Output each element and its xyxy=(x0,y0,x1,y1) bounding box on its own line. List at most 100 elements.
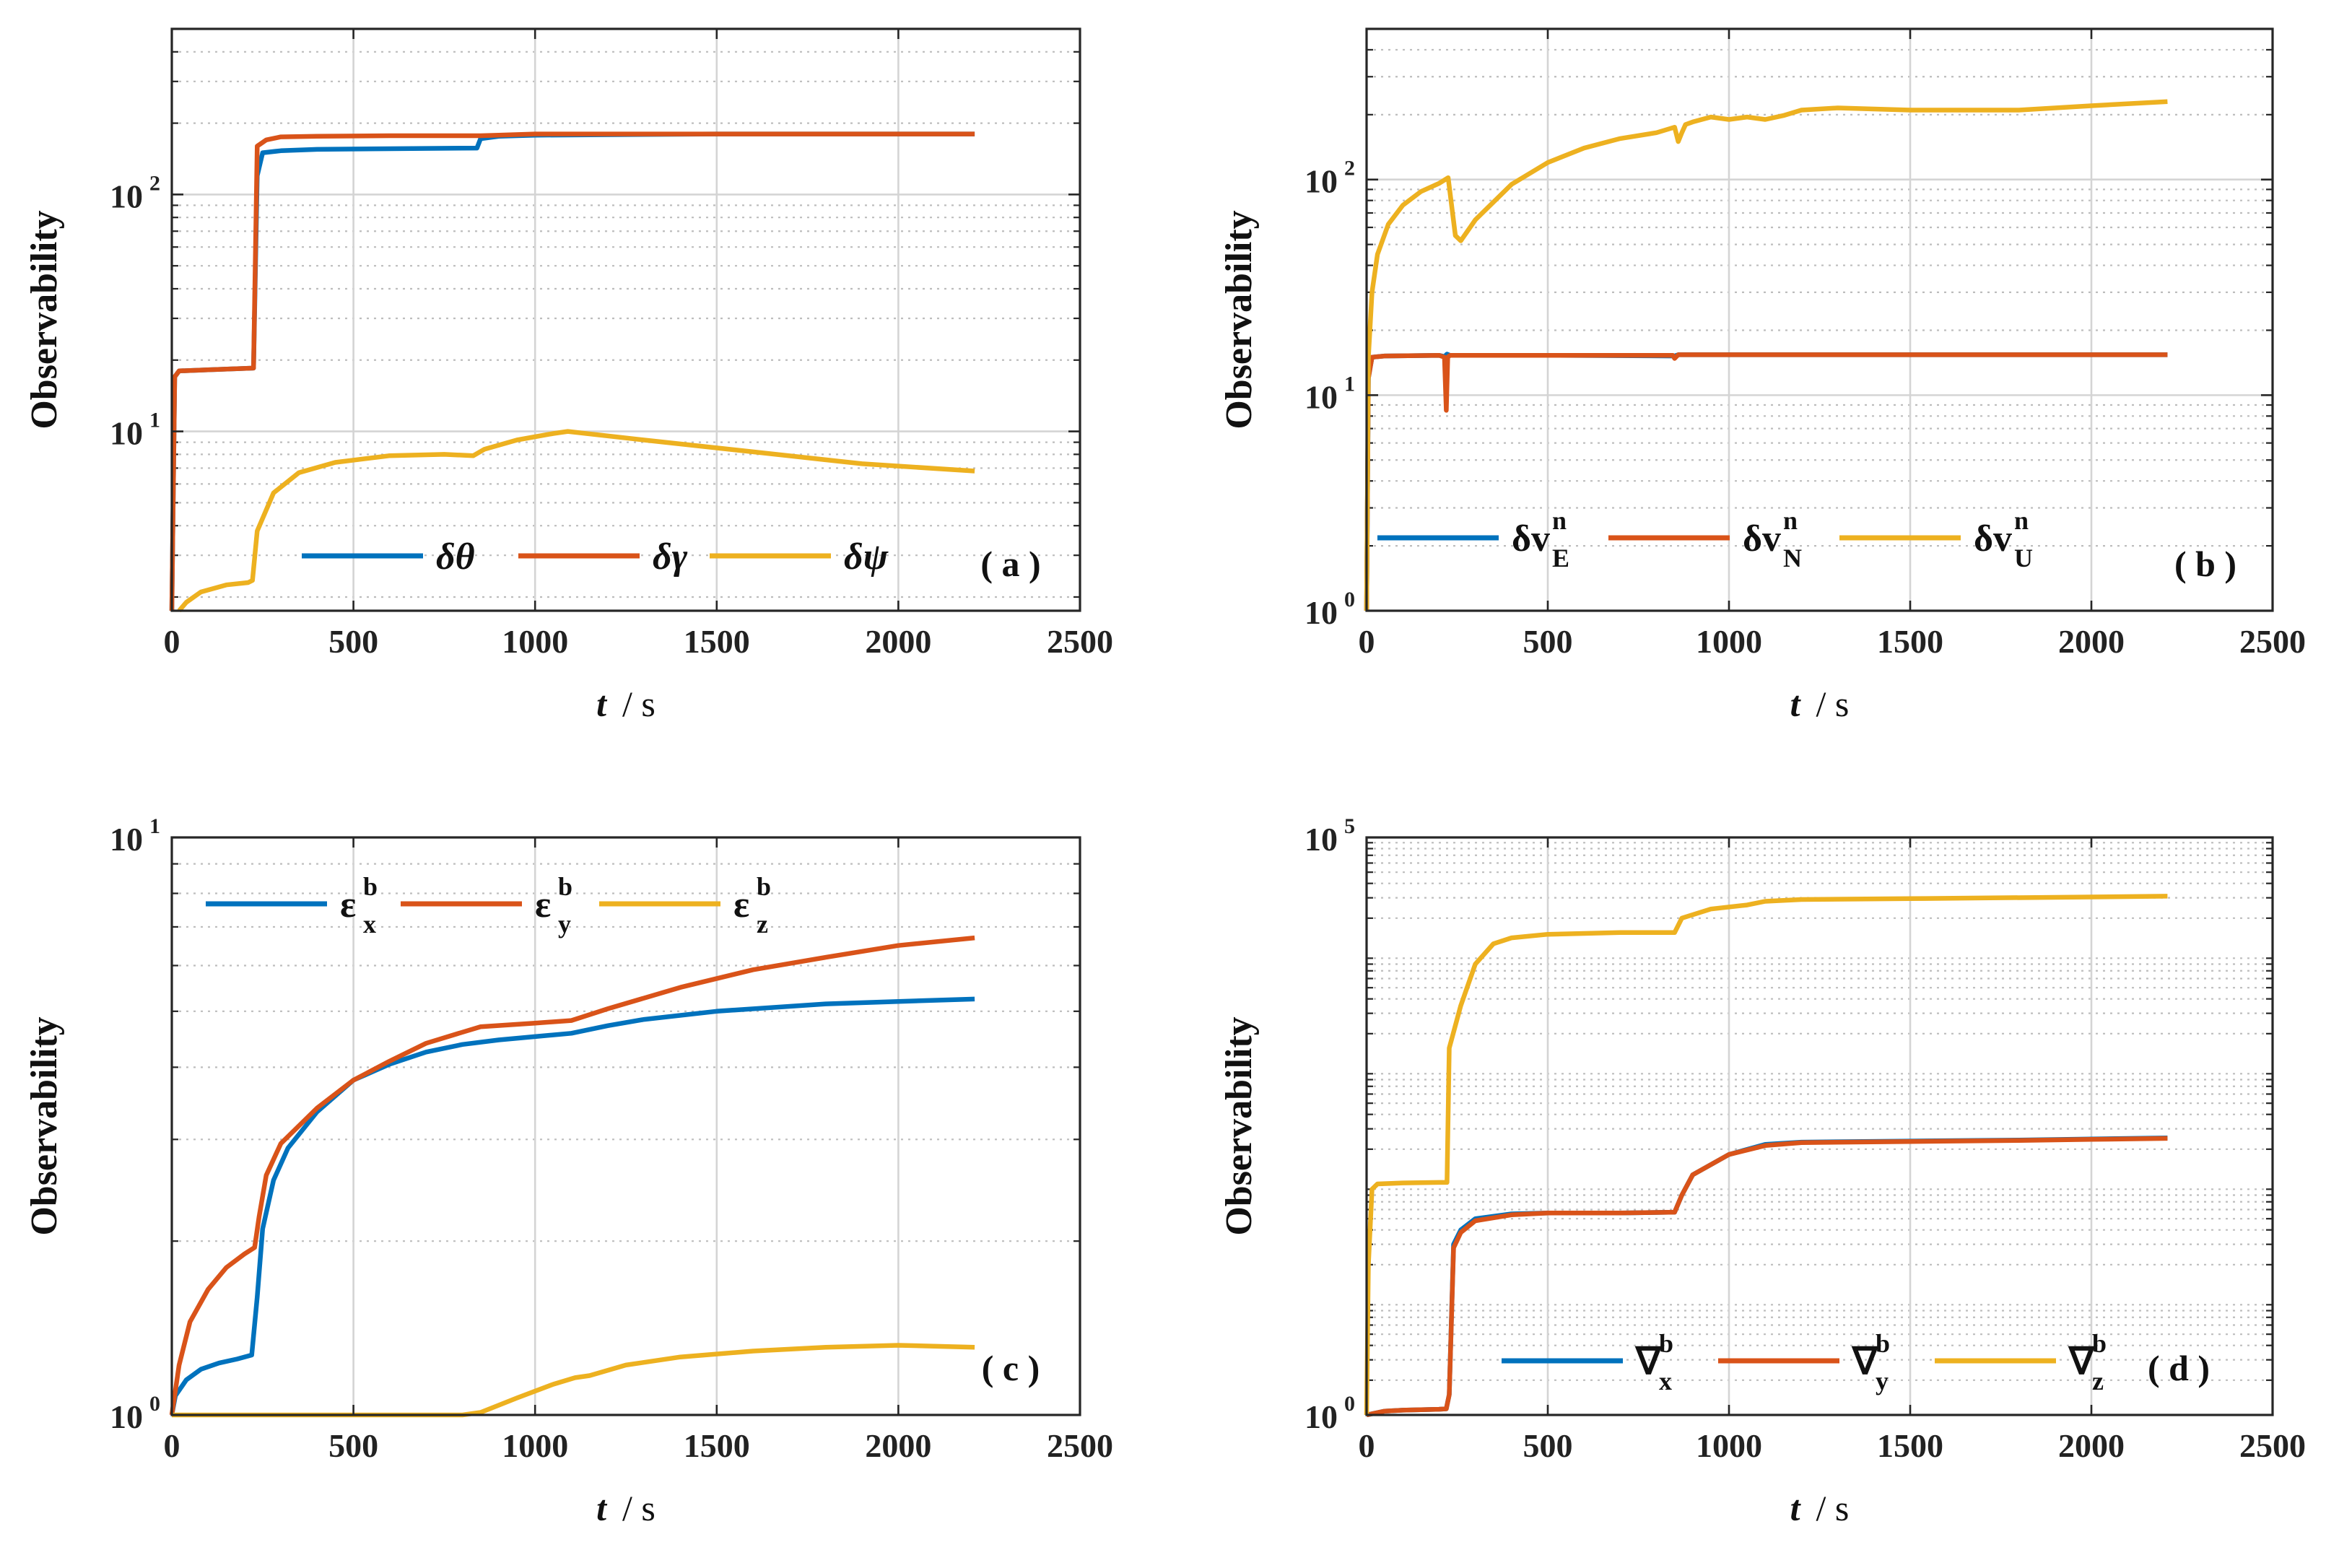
panel-label-d: ( d ) xyxy=(2148,1348,2210,1388)
x-tick-label: 2000 xyxy=(2058,1427,2125,1464)
y-tick-exponent: 5 xyxy=(1344,814,1355,838)
series-group-b xyxy=(1364,99,2168,611)
legend-subscript: z xyxy=(757,910,768,938)
x-axis-label: t / s xyxy=(1790,1488,1850,1528)
legend-entry: δv nU xyxy=(1839,506,2033,572)
legend-entry: δγ xyxy=(518,536,688,578)
x-tick-label: 2000 xyxy=(865,623,931,660)
axes-box-b xyxy=(1365,27,2274,612)
x-axis-unit: / s xyxy=(622,1488,655,1528)
series-line-a-3 xyxy=(177,429,975,613)
legend-superscript: b xyxy=(1659,1329,1673,1358)
x-tick-label: 0 xyxy=(164,1427,180,1464)
x-tick-label: 2500 xyxy=(1047,1427,1113,1464)
legend-label: δv xyxy=(1512,518,1550,559)
y-tick-exponent: 1 xyxy=(1344,372,1355,396)
legend-label: δγ xyxy=(653,536,688,578)
x-tick-label: 0 xyxy=(164,623,180,660)
x-axis-unit: / s xyxy=(622,684,655,724)
y-tick-label: 10 xyxy=(1304,163,1338,200)
y-tick-exponent: 1 xyxy=(149,814,160,838)
axes-box-d xyxy=(1365,836,2274,1416)
legend-entry: δv nN xyxy=(1608,506,1802,572)
plot-area-c xyxy=(172,837,1080,1415)
x-tick-label: 1500 xyxy=(684,623,750,660)
x-tick-label: 0 xyxy=(1359,623,1375,660)
legend-label: δψ xyxy=(844,536,889,578)
legend-superscript: n xyxy=(2014,506,2029,535)
y-axis-label: Observability xyxy=(1219,1016,1260,1235)
legend-superscript: b xyxy=(2092,1329,2107,1358)
plot-area-d xyxy=(1367,837,2273,1415)
legend-superscript: b xyxy=(1876,1329,1890,1358)
legend-entry: ε bz xyxy=(599,872,771,938)
y-tick-exponent: 0 xyxy=(1344,588,1355,611)
x-axis-variable: t xyxy=(596,684,608,724)
series-line-b-3 xyxy=(1364,99,2168,611)
x-axis-a: 0 500 1000 1500 2000 2500 xyxy=(164,29,1113,660)
legend-label: ε xyxy=(733,884,749,925)
legend-entry: ε bx xyxy=(206,872,378,938)
major-grid-a xyxy=(172,29,1080,611)
y-tick-label: 10 xyxy=(1304,821,1338,858)
series-group-a xyxy=(169,131,975,613)
y-axis-label: Observability xyxy=(1219,210,1260,429)
legend-b: δv nE δv nN δv nU xyxy=(1377,506,2033,572)
y-axis-label: Observability xyxy=(24,210,65,429)
x-axis-variable: t xyxy=(596,1488,608,1528)
x-axis-label: t / s xyxy=(596,1488,655,1528)
legend-subscript: y xyxy=(1876,1367,1889,1395)
legend-subscript: x xyxy=(1659,1367,1672,1395)
x-tick-label: 500 xyxy=(1523,623,1573,660)
legend-label: δv xyxy=(1743,518,1781,559)
x-tick-label: 1500 xyxy=(684,1427,750,1464)
x-tick-label: 2000 xyxy=(865,1427,931,1464)
plot-area-a xyxy=(172,29,1080,611)
legend-subscript: N xyxy=(1783,544,1802,572)
x-tick-label: 1500 xyxy=(1877,1427,1943,1464)
plot-area-b xyxy=(1367,29,2273,611)
x-axis-label: t / s xyxy=(1790,684,1850,724)
series-line-b-2 xyxy=(1364,352,2168,611)
y-tick-label: 10 xyxy=(110,178,143,214)
axes-box-a xyxy=(170,27,1081,612)
legend-label: ε xyxy=(535,884,551,925)
x-tick-label: 2500 xyxy=(2239,1427,2306,1464)
y-tick-label: 10 xyxy=(1304,1398,1338,1435)
legend-label: ∇ xyxy=(1851,1341,1879,1382)
x-tick-label: 1500 xyxy=(1877,623,1943,660)
panel-label-c: ( c ) xyxy=(982,1348,1040,1388)
x-tick-label: 500 xyxy=(328,1427,378,1464)
legend-entry: ∇bx xyxy=(1502,1329,1673,1395)
series-line-d-3 xyxy=(1364,894,2168,1416)
x-tick-label: 1000 xyxy=(502,623,568,660)
x-tick-label: 0 xyxy=(1359,1427,1375,1464)
y-axis-d: 10 010 5 xyxy=(1304,814,2273,1435)
legend-label: ∇ xyxy=(2068,1341,2096,1382)
y-tick-exponent: 2 xyxy=(149,171,160,195)
x-tick-label: 500 xyxy=(1523,1427,1573,1464)
legend-subscript: z xyxy=(2092,1367,2104,1395)
y-tick-label: 10 xyxy=(1304,594,1338,631)
x-axis-label: t / s xyxy=(596,684,655,724)
series-group-d xyxy=(1364,894,2168,1418)
legend-subscript: x xyxy=(363,910,376,938)
y-tick-exponent: 0 xyxy=(1344,1392,1355,1416)
x-axis-unit: / s xyxy=(1816,1488,1850,1528)
legend-superscript: n xyxy=(1552,506,1567,535)
legend-subscript: y xyxy=(558,910,571,938)
x-axis-variable: t xyxy=(1790,1488,1802,1528)
legend-entry: ∇bz xyxy=(1935,1329,2107,1395)
y-tick-exponent: 1 xyxy=(149,409,160,432)
x-axis-variable: t xyxy=(1790,684,1802,724)
legend-superscript: b xyxy=(558,872,572,901)
legend-superscript: n xyxy=(1783,506,1798,535)
legend-entry: δψ xyxy=(710,536,889,578)
legend-entry: δθ xyxy=(302,536,475,578)
y-tick-label: 10 xyxy=(110,821,143,858)
legend-superscript: b xyxy=(757,872,771,901)
x-tick-label: 2000 xyxy=(2058,623,2125,660)
y-tick-label: 10 xyxy=(1304,378,1338,415)
